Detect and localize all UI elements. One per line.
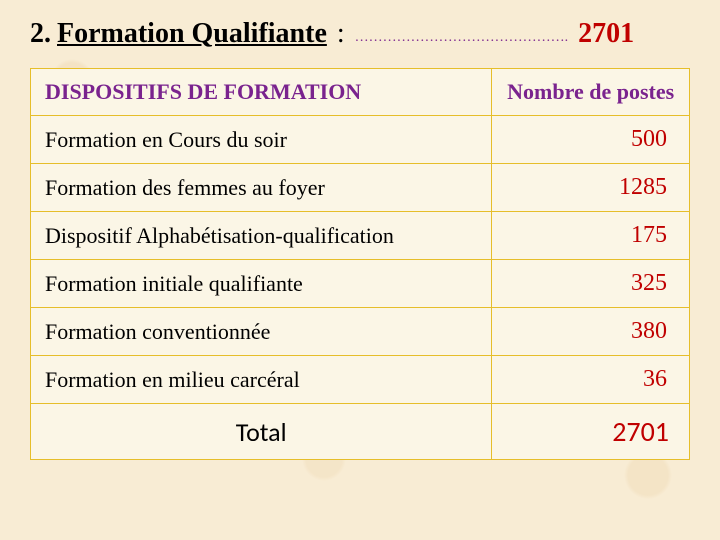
heading-number: 2. (30, 18, 51, 50)
formation-table: DISPOSITIFS DE FORMATION Nombre de poste… (30, 68, 690, 460)
heading-dots: ………………………………………. (355, 30, 569, 50)
table-total-row: Total 2701 (31, 404, 690, 460)
heading-colon: : (337, 18, 345, 50)
table-header-row: DISPOSITIFS DE FORMATION Nombre de poste… (31, 69, 690, 116)
section-heading: 2. Formation Qualifiante : …………………………………… (30, 18, 690, 50)
table-row: Formation en Cours du soir 500 (31, 116, 690, 164)
row-label: Formation en Cours du soir (31, 116, 492, 164)
row-value: 500 (492, 116, 690, 164)
table-row: Dispositif Alphabétisation-qualification… (31, 212, 690, 260)
row-value: 36 (492, 356, 690, 404)
row-label: Dispositif Alphabétisation-qualification (31, 212, 492, 260)
row-label: Formation en milieu carcéral (31, 356, 492, 404)
row-value: 325 (492, 260, 690, 308)
col-header-nombre: Nombre de postes (492, 69, 690, 116)
slide: 2. Formation Qualifiante : …………………………………… (0, 0, 720, 540)
table-row: Formation conventionnée 380 (31, 308, 690, 356)
row-label: Formation des femmes au foyer (31, 164, 492, 212)
total-label: Total (31, 404, 492, 460)
row-value: 1285 (492, 164, 690, 212)
row-label: Formation conventionnée (31, 308, 492, 356)
heading-total: 2701 (578, 18, 634, 50)
total-value: 2701 (492, 404, 690, 460)
col-header-dispositifs: DISPOSITIFS DE FORMATION (31, 69, 492, 116)
table-row: Formation des femmes au foyer 1285 (31, 164, 690, 212)
table-row: Formation initiale qualifiante 325 (31, 260, 690, 308)
table-row: Formation en milieu carcéral 36 (31, 356, 690, 404)
heading-title: Formation Qualifiante (57, 18, 327, 50)
row-label: Formation initiale qualifiante (31, 260, 492, 308)
row-value: 175 (492, 212, 690, 260)
row-value: 380 (492, 308, 690, 356)
